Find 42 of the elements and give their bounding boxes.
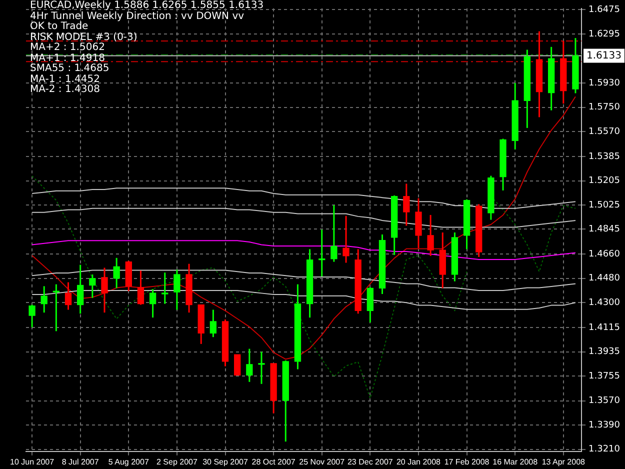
x-tick-label: 2 Sep 2007 (156, 457, 198, 466)
y-tick-label: 1.3210 (588, 444, 620, 455)
annotation: RISK MODEL #3 (0-3) (30, 32, 138, 42)
y-tick-label: 1.5025 (588, 200, 620, 210)
y-tick-label: 1.6475 (588, 5, 620, 16)
annotation: MA+2 : 1.5062 (30, 42, 106, 54)
y-tick-label: 1.5385 (588, 152, 620, 162)
annotation: 4Hr Tunnel Weekly Direction : vv DOWN vv (30, 10, 246, 22)
chart-title: EURCAD,Weekly 1.5886 1.6265 1.5855 1.6133 (30, 0, 264, 11)
x-tick-label: 5 Aug 2007 (108, 457, 150, 466)
x-tick-label: 30 Sep 2007 (202, 457, 248, 466)
y-tick-label: 1.5205 (588, 176, 620, 186)
y-tick-label: 1.4660 (588, 249, 620, 260)
x-tick-label: 16 Mar 2008 (492, 457, 538, 466)
y-tick-label: 1.3755 (588, 371, 620, 382)
annotation: MA-2 : 1.4308 (30, 84, 101, 96)
y-tick-label: 1.3570 (588, 396, 620, 406)
candlestick (162, 272, 168, 305)
x-tick-label: 20 Jan 2008 (396, 457, 442, 466)
y-tick-label: 1.3390 (588, 420, 620, 430)
x-tick-label: 23 Dec 2007 (347, 457, 394, 466)
x-tick-label: 8 Jul 2007 (62, 457, 100, 466)
y-tick-label: 1.4845 (588, 224, 620, 235)
y-tick-label: 1.4115 (588, 322, 620, 333)
y-tick-label: 1.5570 (588, 126, 620, 137)
x-tick-label: 17 Feb 2008 (444, 457, 490, 466)
y-tick-label: 1.4300 (588, 298, 620, 308)
ref-line-label: 1.6133 (586, 50, 622, 62)
annotation: OK to Trade (30, 21, 88, 32)
y-tick-label: 1.3935 (588, 347, 620, 358)
x-tick-label: 13 Apr 2008 (542, 457, 586, 466)
x-tick-label: 25 Nov 2007 (299, 457, 346, 466)
x-tick-label: 10 Jun 2007 (10, 457, 55, 466)
annotation: MA+1 : 1.4918 (30, 52, 106, 64)
y-tick-label: 1.4480 (588, 274, 620, 284)
candlestick (234, 354, 241, 376)
y-tick-label: 1.5750 (588, 102, 620, 113)
annotation: MA-1 : 1.4452 (30, 74, 101, 84)
x-tick-label: 28 Oct 2007 (252, 457, 296, 466)
annotation: SMA55 : 1.4685 (30, 63, 110, 74)
y-tick-label: 1.6295 (588, 29, 620, 40)
y-tick-label: 1.5930 (588, 78, 620, 88)
